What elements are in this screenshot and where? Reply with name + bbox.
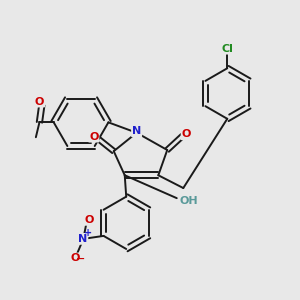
Text: O: O — [84, 215, 93, 225]
Text: Cl: Cl — [221, 44, 233, 54]
Text: O: O — [182, 129, 191, 139]
Text: N: N — [78, 234, 87, 244]
Text: O: O — [71, 254, 80, 263]
Text: O: O — [89, 132, 98, 142]
Text: O: O — [35, 97, 44, 106]
Text: −: − — [76, 254, 86, 264]
Text: N: N — [132, 126, 141, 136]
Text: +: + — [84, 228, 92, 238]
Text: OH: OH — [179, 196, 198, 206]
